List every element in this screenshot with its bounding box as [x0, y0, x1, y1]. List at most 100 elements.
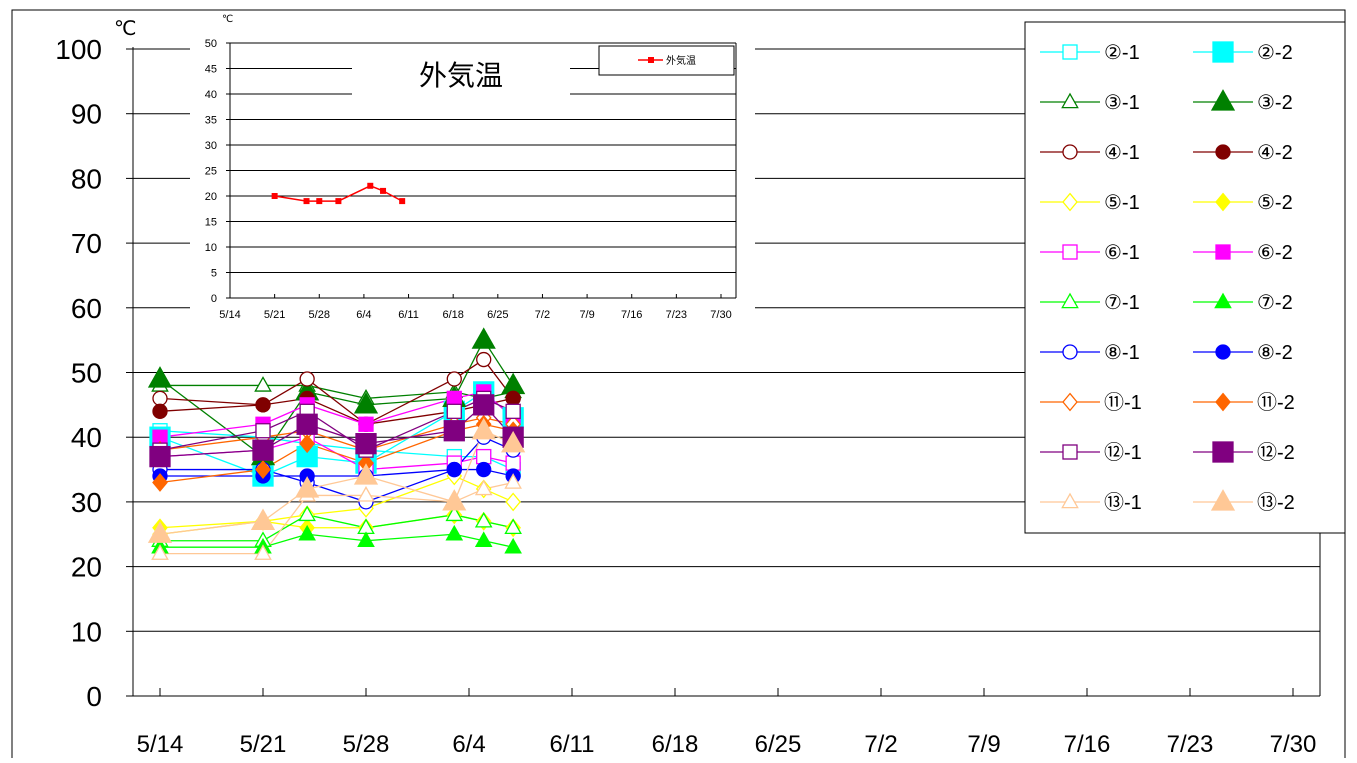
data-point: [250, 508, 276, 530]
main-x-tick-label: 6/11: [550, 731, 595, 758]
inset-y-tick-label: 40: [205, 89, 217, 101]
inset-y-tick-label: 5: [211, 268, 217, 280]
legend-label: ⑦-1: [1104, 292, 1140, 314]
main-y-tick-label: 0: [86, 681, 102, 712]
inset-y-tick-label: 15: [205, 217, 217, 229]
data-point: [504, 537, 522, 554]
legend-item: ④-1: [1040, 142, 1140, 164]
data-point: [471, 417, 496, 440]
inset-series-group: [271, 182, 406, 205]
data-point: [299, 434, 315, 454]
legend-marker: [1062, 144, 1078, 160]
main-y-tick-label: 90: [71, 99, 102, 130]
data-point: [445, 524, 464, 541]
inset-x-tick-label: 7/2: [535, 309, 550, 321]
inset-x-tick-label: 7/23: [666, 309, 687, 321]
data-point: [255, 397, 271, 413]
inset-y-tick-label: 30: [205, 140, 217, 152]
legend-label: ④-2: [1257, 142, 1293, 164]
data-point: [476, 351, 492, 368]
data-point: [442, 489, 467, 511]
main-y-tick-label: 100: [55, 34, 102, 65]
inset-x-tick-label: 7/16: [621, 309, 642, 321]
data-point: [446, 461, 462, 478]
legend-marker: [1062, 392, 1078, 412]
legend-marker: [1214, 292, 1232, 309]
legend-item: ⑫-1: [1040, 441, 1142, 464]
legend-item: ⑬-1: [1040, 491, 1142, 514]
legend-item: ④-2: [1193, 142, 1293, 164]
legend-label: ⑬-2: [1257, 491, 1295, 514]
inset-y-tick-label: 25: [205, 166, 217, 178]
legend-label: ③-2: [1257, 92, 1293, 114]
data-point: [255, 423, 271, 439]
legend-item: ⑥-2: [1193, 242, 1293, 264]
legend-marker: [1210, 89, 1236, 111]
inset-x-tick-label: 7/30: [710, 309, 731, 321]
data-point: [298, 505, 316, 522]
main-y-tick-label: 60: [71, 293, 102, 324]
legend-marker: [1210, 489, 1236, 511]
data-point: [474, 479, 493, 496]
legend: ②-1 ②-2 ③-1 ③-2 ④-1 ④-2 ⑤-1 ⑤-2 ⑥-1 ⑥-2 ⑦-1 ⑦-2 ⑧-1 ⑧…: [1024, 21, 1346, 534]
legend-label: ⑧-2: [1257, 342, 1293, 364]
data-point: [255, 460, 271, 479]
legend-label: ③-1: [1104, 92, 1140, 114]
legend-label: ⑤-1: [1104, 192, 1140, 214]
legend-label: ⑦-2: [1257, 292, 1293, 314]
main-y-tick-labels: 0 10 20 30 40 50 60 70 80 90 100: [55, 34, 102, 712]
main-series-group: [147, 327, 526, 560]
series-markers-12: [151, 524, 522, 554]
inset-x-tick-label: 5/28: [309, 309, 330, 321]
data-point: [446, 371, 462, 387]
main-y-tick-label: 30: [71, 487, 102, 518]
main-x-tick-label: 5/14: [137, 731, 184, 758]
inset-data-point: [316, 198, 323, 205]
main-y-tick-label: 10: [71, 616, 102, 647]
legend-marker: [1212, 41, 1234, 63]
inset-title: 外気温: [419, 60, 503, 91]
inset-x-tick-label: 6/4: [356, 309, 371, 321]
inset-y-tick-label: 10: [205, 242, 217, 254]
legend-marker: [1215, 192, 1231, 212]
legend-marker: [1061, 492, 1079, 509]
inset-y-tick-label: 35: [205, 115, 217, 127]
legend-label: ⑫-1: [1104, 441, 1142, 464]
data-point: [471, 327, 496, 349]
legend-label: ⑧-1: [1104, 342, 1140, 364]
legend-label: ⑥-2: [1257, 242, 1293, 264]
inset-chart: 0 5 10 15 20 25 30 35 40 45 50 5/14 5/21 5/28 6/4 6/11…: [190, 11, 755, 322]
legend-marker: [1215, 244, 1231, 260]
legend-marker: [1215, 392, 1231, 412]
main-x-tick-label: 6/18: [652, 731, 699, 758]
data-point: [152, 390, 168, 407]
main-x-tick-label: 7/30: [1270, 731, 1317, 758]
legend-item: ⑥-1: [1040, 242, 1140, 264]
main-y-unit-label: ℃: [114, 18, 136, 40]
data-point: [505, 403, 521, 419]
data-point: [504, 518, 522, 535]
main-x-tick-label: 5/21: [240, 731, 287, 758]
data-point: [476, 461, 492, 478]
data-point: [254, 544, 272, 560]
data-point: [252, 439, 274, 461]
legend-item: ⑬-2: [1193, 489, 1295, 514]
main-y-tick-label: 70: [71, 228, 102, 259]
inset-legend-label: 外気温: [666, 54, 696, 67]
legend-label: ⑬-1: [1104, 491, 1142, 514]
legend-item: ③-2: [1193, 89, 1293, 114]
legend-item: ⑧-2: [1193, 342, 1293, 364]
main-y-tick-label: 80: [71, 163, 102, 194]
inset-y-tick-label: 20: [205, 191, 217, 203]
inset-y-unit-label: ℃: [222, 14, 233, 25]
inset-series-1: [271, 182, 406, 205]
main-x-tick-label: 6/25: [755, 731, 802, 758]
legend-marker: [1062, 444, 1078, 460]
data-point: [358, 416, 374, 432]
data-point: [446, 390, 462, 407]
legend-marker: [1062, 192, 1078, 212]
legend-label: ②-1: [1104, 42, 1140, 64]
legend-marker: [1062, 44, 1078, 60]
legend-marker: [1215, 344, 1231, 360]
